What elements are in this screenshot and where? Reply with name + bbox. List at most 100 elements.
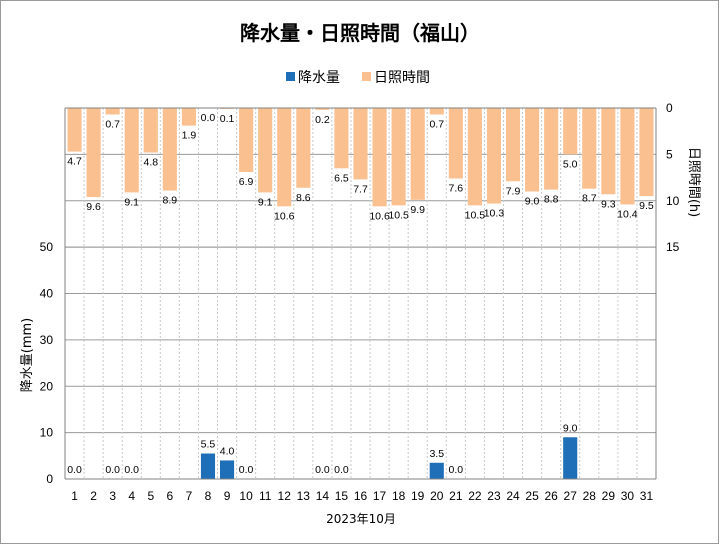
- sunshine-bar-15: [334, 108, 349, 169]
- precipitation-bar-20: [429, 462, 444, 479]
- sunshine-bar-16: [353, 108, 368, 180]
- y-left-tick-label-0: 0: [46, 472, 53, 486]
- sunshine-label-12: 10.6: [274, 210, 295, 222]
- precipitation-label-4: 0.0: [124, 464, 139, 476]
- sunshine-label-21: 7.6: [449, 182, 464, 194]
- sunshine-label-15: 6.5: [334, 172, 349, 184]
- x-tick-label-9: 9: [224, 489, 231, 503]
- sunshine-label-6: 8.9: [163, 195, 178, 207]
- x-tick-label-1: 1: [71, 489, 78, 503]
- x-axis-title: 2023年10月: [326, 512, 396, 526]
- x-tick-label-11: 11: [259, 489, 272, 503]
- precipitation-label-27: 9.0: [563, 422, 578, 434]
- sunshine-bar-24: [505, 108, 521, 182]
- sunshine-label-14: 0.2: [315, 114, 330, 126]
- sunshine-bar-19: [410, 108, 425, 200]
- sunshine-bar-29: [601, 108, 616, 195]
- legend-label-precipitation: 降水量: [298, 70, 340, 86]
- sunshine-bar-13: [296, 108, 311, 188]
- precipitation-label-10: 0.0: [239, 464, 254, 476]
- x-tick-label-10: 10: [239, 489, 253, 503]
- sunshine-bar-14: [315, 108, 330, 110]
- x-tick-label-24: 24: [506, 489, 520, 503]
- precipitation-label-1: 0.0: [67, 464, 82, 476]
- precipitation-label-9: 4.0: [220, 445, 235, 457]
- precipitation-label-20: 3.5: [429, 448, 444, 460]
- data-labels: 4.79.60.79.14.88.91.90.0 0.16.99.110.68.6…: [67, 112, 654, 476]
- precipitation-label-8: 5.5: [201, 438, 216, 450]
- sunshine-label-18: 10.5: [388, 209, 409, 221]
- chart-title: 降水量・日照時間（福山）: [240, 21, 480, 45]
- sunshine-label-2: 9.6: [86, 201, 101, 213]
- sunshine-bar-18: [391, 108, 406, 206]
- x-tick-label-29: 29: [602, 489, 616, 503]
- sunshine-label-5: 4.8: [143, 157, 158, 169]
- sunshine-label-26: 8.8: [544, 194, 559, 206]
- precipitation-bar-27: [563, 437, 578, 479]
- sunshine-bar-27: [563, 108, 578, 155]
- y-left-tick-label-20: 20: [40, 379, 54, 393]
- sunshine-bar-26: [544, 108, 559, 190]
- y-left-tick-label-40: 40: [40, 287, 54, 301]
- axes: [64, 107, 657, 480]
- sunshine-label-9: 0.1: [220, 113, 235, 125]
- sunshine-bar-11: [258, 108, 273, 193]
- sunshine-bar-4: [124, 108, 139, 193]
- sunshine-label-31: 9.5: [639, 200, 654, 212]
- sunshine-label-10: 6.9: [239, 176, 254, 188]
- sunshine-bar-22: [467, 108, 482, 206]
- x-tick-label-4: 4: [128, 489, 135, 503]
- sunshine-label-30: 10.4: [617, 208, 638, 220]
- x-tick-label-17: 17: [373, 489, 387, 503]
- sunshine-label-23: 10.3: [484, 208, 505, 220]
- x-tick-label-8: 8: [205, 489, 212, 503]
- sunshine-label-24: 7.9: [506, 185, 521, 197]
- precipitation-label-3: 0.0: [105, 464, 120, 476]
- sunshine-label-11: 9.1: [258, 196, 273, 208]
- precipitation-bar-8: [200, 453, 216, 479]
- x-tick-label-14: 14: [316, 489, 330, 503]
- x-tick-label-30: 30: [621, 489, 635, 503]
- x-tick-label-20: 20: [430, 489, 444, 503]
- sunshine-label-8: 0.0: [201, 112, 216, 124]
- x-tick-label-6: 6: [167, 489, 174, 503]
- y-left-tick-label-10: 10: [40, 426, 54, 440]
- x-tick-label-18: 18: [392, 489, 406, 503]
- legend-label-sunshine: 日照時間: [374, 70, 430, 86]
- precipitation-label-15: 0.0: [334, 464, 349, 476]
- sunshine-label-22: 10.5: [465, 209, 486, 221]
- y-left-tick-label-50: 50: [40, 240, 54, 254]
- x-tick-label-27: 27: [564, 489, 578, 503]
- x-tick-label-13: 13: [297, 489, 311, 503]
- sunshine-bar-3: [105, 108, 120, 115]
- sunshine-label-27: 5.0: [563, 158, 578, 170]
- x-tick-label-26: 26: [544, 489, 558, 503]
- y-right-tick-label-5: 5: [666, 147, 673, 161]
- sunshine-label-4: 9.1: [124, 196, 139, 208]
- sunshine-bar-12: [277, 108, 292, 207]
- x-tick-label-31: 31: [640, 489, 654, 503]
- x-tick-label-21: 21: [449, 489, 463, 503]
- y-left-tick-label-30: 30: [40, 333, 54, 347]
- sunshine-label-17: 10.6: [369, 210, 390, 222]
- sunshine-label-13: 8.6: [296, 192, 311, 204]
- x-tick-label-3: 3: [109, 489, 116, 503]
- legend-swatch-precipitation: [286, 72, 295, 81]
- x-tick-label-5: 5: [147, 489, 154, 503]
- x-tick-label-22: 22: [468, 489, 482, 503]
- x-tick-label-12: 12: [278, 489, 292, 503]
- sunshine-label-7: 1.9: [182, 130, 197, 142]
- sunshine-label-20: 0.7: [429, 118, 444, 130]
- sunshine-bar-2: [86, 108, 101, 198]
- y-left-axis-title: 降水量(mm): [20, 318, 35, 392]
- sunshine-bar-28: [582, 108, 597, 189]
- sunshine-bar-17: [372, 108, 387, 207]
- x-tick-label-23: 23: [487, 489, 501, 503]
- sunshine-label-3: 0.7: [105, 118, 120, 130]
- sunshine-label-1: 4.7: [67, 156, 82, 168]
- x-tick-label-2: 2: [90, 489, 97, 503]
- sunshine-bar-1: [67, 108, 82, 152]
- sunshine-bars: [67, 108, 654, 207]
